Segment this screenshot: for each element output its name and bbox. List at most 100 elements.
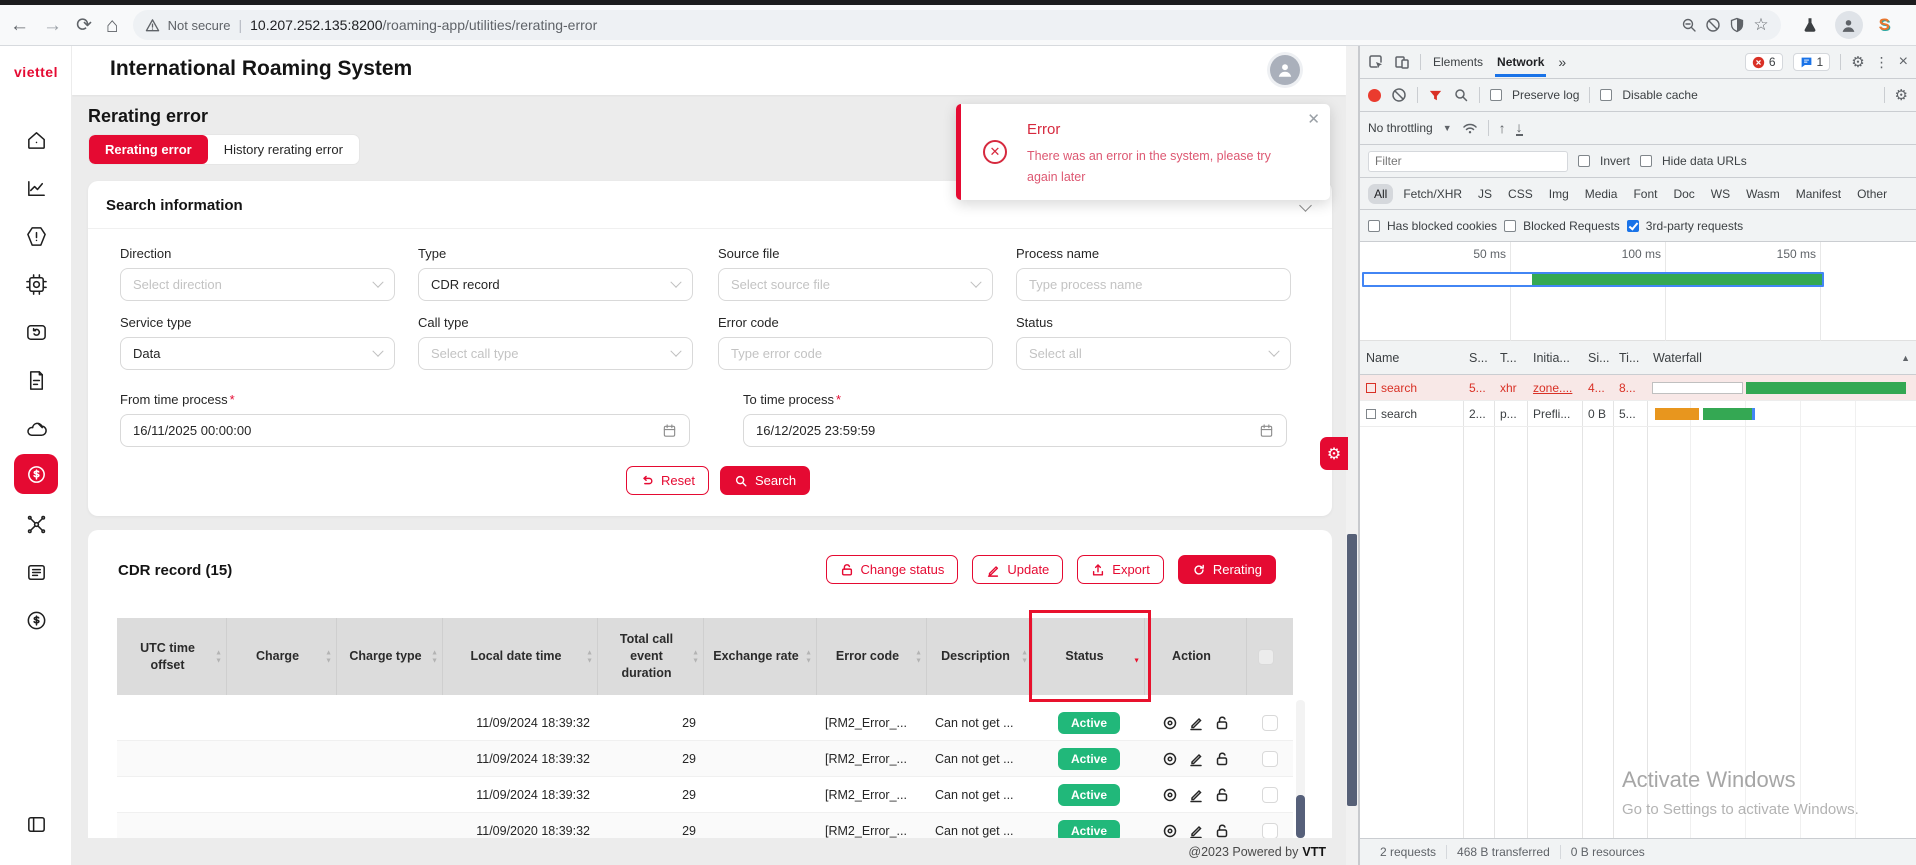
row-checkbox[interactable] bbox=[1262, 750, 1278, 767]
chip-all[interactable]: All bbox=[1368, 183, 1394, 204]
view-eye-icon[interactable] bbox=[1162, 823, 1178, 839]
unlock-icon[interactable] bbox=[1214, 787, 1230, 803]
record-icon[interactable] bbox=[1368, 88, 1381, 102]
security-label[interactable]: Not secure bbox=[167, 17, 231, 33]
col-description[interactable]: Description ▲ ▼ bbox=[927, 618, 1033, 695]
unlock-icon[interactable] bbox=[1214, 823, 1230, 839]
devtools-menu-icon[interactable]: ⋮ bbox=[1874, 53, 1889, 70]
has-blocked-cookies-checkbox[interactable] bbox=[1368, 219, 1380, 232]
url-text[interactable]: 10.207.252.135:8200/roaming-app/utilitie… bbox=[250, 17, 598, 33]
col-name[interactable]: Name bbox=[1366, 350, 1400, 365]
sidebar-item-messages[interactable] bbox=[18, 314, 54, 350]
col-error-code[interactable]: Error code ▲ ▼ bbox=[817, 618, 927, 695]
network-overview-bar[interactable] bbox=[1362, 272, 1824, 287]
chip-css[interactable]: CSS bbox=[1508, 186, 1533, 201]
devtools-settings-gear-icon[interactable]: ⚙ bbox=[1851, 54, 1865, 71]
unlock-icon[interactable] bbox=[1214, 715, 1230, 731]
col-initiator[interactable]: Initia... bbox=[1533, 350, 1570, 365]
table-row[interactable]: 11/09/2020 18:39:32 29 [RM2_Error_... Ca… bbox=[117, 813, 1293, 838]
view-eye-icon[interactable] bbox=[1162, 751, 1178, 767]
sidebar-item-finance[interactable] bbox=[18, 602, 54, 638]
export-har-icon[interactable]: ↓ bbox=[1515, 119, 1523, 136]
zoom-icon[interactable] bbox=[1681, 17, 1697, 33]
col-local-date-time[interactable]: Local date time ▲ ▼ bbox=[443, 618, 598, 695]
call-type-select[interactable]: Select call type bbox=[418, 337, 693, 370]
preserve-log-checkbox[interactable] bbox=[1490, 89, 1502, 101]
col-size[interactable]: Si... bbox=[1588, 350, 1610, 365]
message-badge[interactable]: 1 bbox=[1792, 53, 1831, 71]
view-eye-icon[interactable] bbox=[1162, 787, 1178, 803]
edit-pencil-icon[interactable] bbox=[1188, 715, 1204, 731]
address-bar[interactable]: Not secure | 10.207.252.135:8200/roaming… bbox=[132, 10, 1781, 40]
sidebar-item-home[interactable] bbox=[18, 122, 54, 158]
sidebar-collapse-icon[interactable] bbox=[18, 806, 54, 842]
network-request-row[interactable]: search 2... p... Prefli... 0 B 5... bbox=[1360, 401, 1916, 427]
sidebar-item-system-config[interactable] bbox=[18, 266, 54, 302]
tab-rerating-error[interactable]: Rerating error bbox=[89, 135, 208, 164]
col-status[interactable]: Status▲▼ bbox=[1033, 618, 1145, 695]
user-avatar[interactable] bbox=[1270, 55, 1300, 85]
network-search-icon[interactable] bbox=[1453, 87, 1469, 103]
sidebar-item-reports[interactable] bbox=[18, 170, 54, 206]
tab-elements[interactable]: Elements bbox=[1433, 55, 1484, 69]
chip-img[interactable]: Img bbox=[1548, 186, 1569, 201]
change-status-button[interactable]: Change status bbox=[825, 555, 959, 584]
chip-js[interactable]: JS bbox=[1478, 186, 1493, 201]
collapse-chevron-icon[interactable] bbox=[1299, 199, 1312, 212]
service-type-select[interactable]: Data bbox=[120, 337, 395, 370]
edit-pencil-icon[interactable] bbox=[1188, 751, 1204, 767]
tab-history-rerating-error[interactable]: History rerating error bbox=[223, 142, 343, 157]
error-code-input[interactable]: Type error code bbox=[718, 337, 993, 370]
tab-network[interactable]: Network bbox=[1495, 47, 1547, 77]
chip-ws[interactable]: WS bbox=[1710, 186, 1731, 201]
col-total-call-event-duration[interactable]: Total call event duration ▲ ▼ bbox=[598, 618, 704, 695]
col-action[interactable]: Action bbox=[1145, 618, 1247, 695]
col-time[interactable]: Ti... bbox=[1619, 350, 1640, 365]
col-utc-time-offset[interactable]: UTC time offset ▲ ▼ bbox=[117, 618, 227, 695]
rerating-button[interactable]: Rerating bbox=[1177, 555, 1276, 584]
bookmark-star-icon[interactable]: ☆ bbox=[1753, 15, 1769, 34]
shield-icon[interactable] bbox=[1729, 17, 1745, 33]
s-extension-icon[interactable]: S bbox=[1878, 15, 1890, 34]
blocked-requests-checkbox[interactable] bbox=[1504, 219, 1517, 232]
status-select[interactable]: Select all bbox=[1016, 337, 1291, 370]
col-exchange-rate[interactable]: Exchange rate ▲ ▼ bbox=[704, 618, 817, 695]
col-charge-type[interactable]: Charge type ▲ ▼ bbox=[337, 618, 443, 695]
filter-input[interactable] bbox=[1368, 150, 1568, 172]
clear-icon[interactable] bbox=[1391, 87, 1407, 103]
col-type[interactable]: T... bbox=[1500, 350, 1517, 365]
home-icon[interactable]: ⌂ bbox=[105, 13, 119, 37]
device-toolbar-icon[interactable] bbox=[1394, 54, 1410, 70]
blocked-icon[interactable] bbox=[1705, 17, 1721, 33]
chip-doc[interactable]: Doc bbox=[1673, 186, 1695, 201]
edit-pencil-icon[interactable] bbox=[1188, 823, 1204, 839]
toast-close-icon[interactable]: ✕ bbox=[1307, 111, 1320, 128]
chip-other[interactable]: Other bbox=[1857, 186, 1888, 201]
network-settings-gear-icon[interactable]: ⚙ bbox=[1894, 87, 1908, 104]
row-checkbox[interactable] bbox=[1262, 786, 1278, 803]
type-select[interactable]: CDR record bbox=[418, 268, 693, 301]
devtools-close-icon[interactable]: × bbox=[1898, 53, 1908, 70]
unlock-icon[interactable] bbox=[1214, 751, 1230, 767]
chip-manifest[interactable]: Manifest bbox=[1795, 186, 1842, 201]
edit-pencil-icon[interactable] bbox=[1188, 787, 1204, 803]
view-eye-icon[interactable] bbox=[1162, 715, 1178, 731]
sidebar-item-files[interactable] bbox=[18, 410, 54, 446]
disable-cache-checkbox[interactable] bbox=[1600, 89, 1613, 101]
row-checkbox[interactable] bbox=[1262, 822, 1278, 838]
sidebar-item-documents[interactable] bbox=[18, 362, 54, 398]
select-all-checkbox[interactable] bbox=[1258, 648, 1274, 665]
extensions-flask-icon[interactable] bbox=[1801, 16, 1819, 34]
search-button[interactable]: Search bbox=[719, 466, 811, 495]
inspect-icon[interactable] bbox=[1368, 54, 1384, 70]
throttling-select[interactable]: No throttling bbox=[1368, 121, 1433, 135]
chip-wasm[interactable]: Wasm bbox=[1746, 186, 1780, 201]
direction-select[interactable]: Select direction bbox=[120, 268, 395, 301]
reset-button[interactable]: Reset bbox=[626, 466, 709, 495]
from-time-input[interactable]: 16/11/2025 00:00:00 bbox=[120, 414, 690, 447]
sidebar-item-network[interactable] bbox=[18, 506, 54, 542]
col-status[interactable]: S... bbox=[1469, 350, 1488, 365]
third-party-requests-checkbox[interactable] bbox=[1626, 219, 1639, 232]
sidebar-item-logs[interactable] bbox=[18, 554, 54, 590]
filter-funnel-icon[interactable] bbox=[1428, 88, 1443, 103]
